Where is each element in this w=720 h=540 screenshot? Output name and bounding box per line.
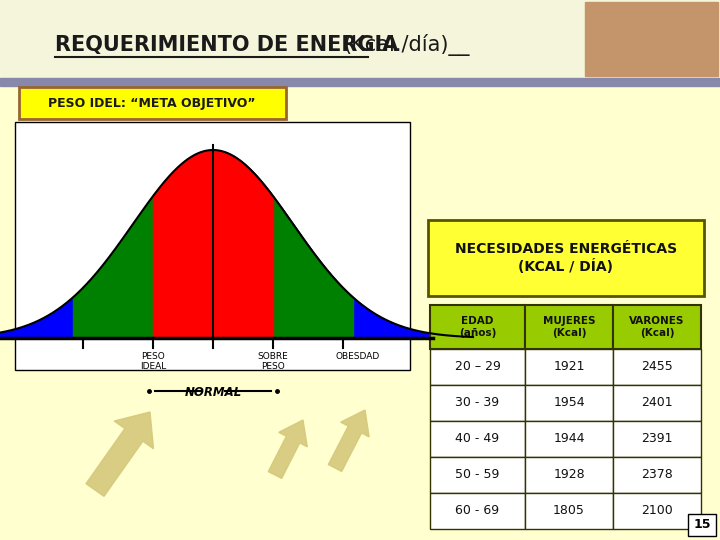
- Text: 2100: 2100: [641, 504, 673, 517]
- Bar: [525, 493, 613, 529]
- Text: NECESIDADES ENERGÉTICAS
(KCAL / DÍA): NECESIDADES ENERGÉTICAS (KCAL / DÍA): [455, 242, 677, 274]
- Bar: [525, 305, 613, 349]
- Text: 30 - 39: 30 - 39: [456, 396, 500, 409]
- Bar: [613, 349, 701, 385]
- Text: (Kcal./día)__: (Kcal./día)__: [343, 34, 469, 56]
- Text: 2391: 2391: [642, 433, 672, 446]
- Bar: [525, 349, 613, 385]
- Bar: [430, 305, 525, 349]
- Text: VARONES
(Kcal): VARONES (Kcal): [629, 316, 685, 338]
- Bar: [613, 421, 701, 457]
- Bar: [525, 421, 613, 457]
- Bar: [613, 493, 701, 529]
- FancyBboxPatch shape: [19, 87, 286, 119]
- Bar: [0, 78, 720, 86]
- Text: 2455: 2455: [641, 361, 673, 374]
- FancyArrow shape: [269, 420, 307, 478]
- Bar: [613, 385, 701, 421]
- Bar: [15, 122, 410, 370]
- Text: 60 - 69: 60 - 69: [456, 504, 500, 517]
- Text: PESO
IDEAL: PESO IDEAL: [140, 352, 166, 372]
- Text: 50 - 59: 50 - 59: [455, 469, 500, 482]
- Text: 15: 15: [693, 518, 711, 531]
- Text: MUJERES
(Kcal): MUJERES (Kcal): [543, 316, 595, 338]
- Bar: [430, 457, 525, 493]
- Text: 20 – 29: 20 – 29: [454, 361, 500, 374]
- FancyArrow shape: [328, 410, 369, 471]
- Text: 40 - 49: 40 - 49: [456, 433, 500, 446]
- Text: 2401: 2401: [642, 396, 672, 409]
- Bar: [15, 122, 410, 370]
- Bar: [0, 0, 720, 80]
- Text: 1805: 1805: [553, 504, 585, 517]
- Text: SOBRE
PESO: SOBRE PESO: [258, 352, 289, 372]
- Bar: [585, 2, 718, 76]
- Bar: [430, 493, 525, 529]
- Bar: [525, 457, 613, 493]
- Bar: [430, 421, 525, 457]
- Bar: [430, 385, 525, 421]
- Text: 1928: 1928: [553, 469, 585, 482]
- Text: 1954: 1954: [553, 396, 585, 409]
- FancyBboxPatch shape: [428, 220, 704, 296]
- Bar: [525, 385, 613, 421]
- Text: 1944: 1944: [553, 433, 585, 446]
- Bar: [430, 349, 525, 385]
- Text: EDAD
(años): EDAD (años): [459, 316, 496, 338]
- Bar: [613, 305, 701, 349]
- Text: PESO IDEL: “META OBJETIVO”: PESO IDEL: “META OBJETIVO”: [48, 97, 256, 110]
- Text: 1921: 1921: [553, 361, 585, 374]
- Text: REQUERIMIENTO DE ENERGIA: REQUERIMIENTO DE ENERGIA: [55, 35, 405, 55]
- Text: NORMAL: NORMAL: [184, 386, 242, 399]
- Text: 2378: 2378: [641, 469, 673, 482]
- Bar: [613, 457, 701, 493]
- Text: OBESDAD: OBESDAD: [336, 352, 380, 361]
- FancyArrow shape: [86, 412, 153, 496]
- Bar: [688, 514, 716, 536]
